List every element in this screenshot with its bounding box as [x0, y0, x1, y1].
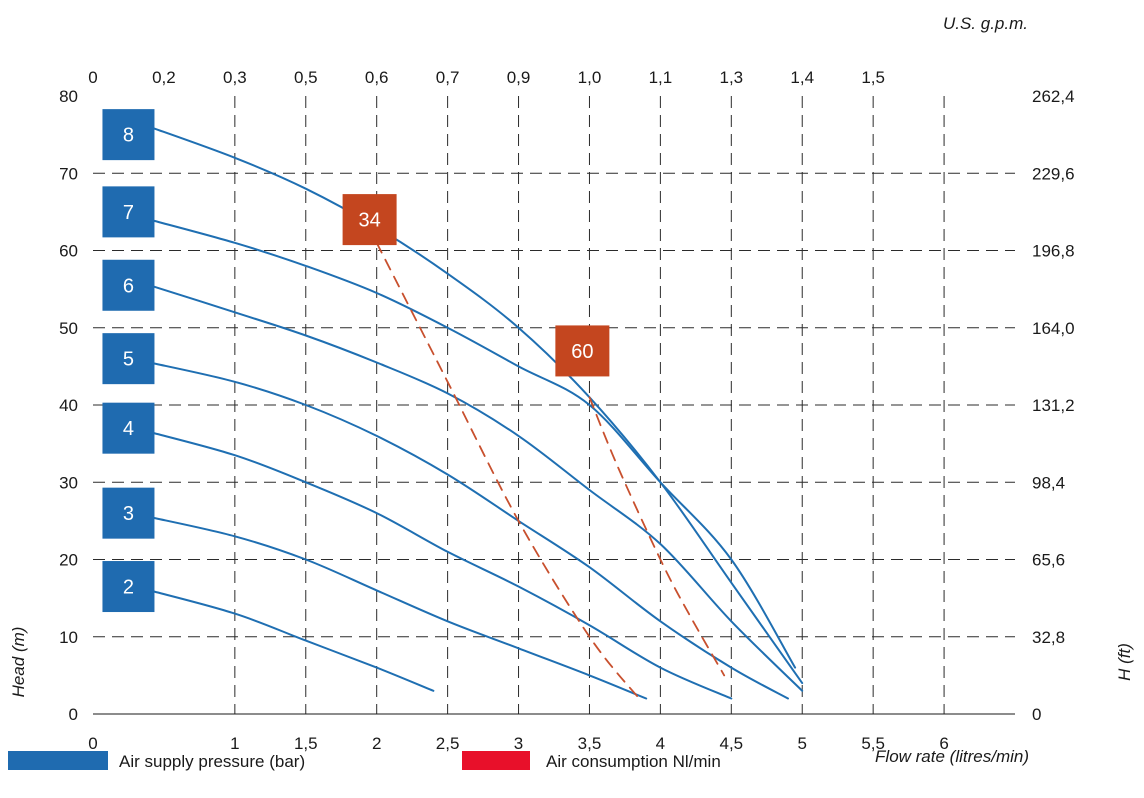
x-top-tick-label: 0,9	[507, 68, 531, 87]
pressure-label-8: 8	[123, 125, 134, 147]
bottom-axis-title: Flow rate (litres/min)	[875, 747, 1029, 766]
x-tick-label: 0	[88, 734, 97, 753]
pressure-label-2: 2	[123, 577, 134, 599]
x-tick-label: 1	[230, 734, 239, 753]
air-pressure-curve-4	[148, 431, 733, 700]
y-right-tick-label: 65,6	[1032, 551, 1065, 570]
left-axis-title: Head (m)	[9, 627, 28, 698]
top-axis-title: U.S. g.p.m.	[943, 14, 1028, 33]
x-top-tick-label: 0,2	[152, 68, 176, 87]
y-tick-label: 20	[59, 551, 78, 570]
y-tick-label: 80	[59, 87, 78, 106]
x-top-tick-label: 0,7	[436, 68, 460, 87]
top-axis-ticks: 0 0,2 0,3 0,5 0,6 0,7 0,9 1,0 1,1 1,3 1,4 1,5	[88, 68, 885, 87]
x-tick-label: 6	[939, 734, 948, 753]
pressure-label-box-8	[102, 109, 155, 161]
x-top-tick-label: 0,5	[294, 68, 318, 87]
legend-label-air-consumption: Air consumption Nl/min	[546, 752, 721, 771]
pressure-label-box-4	[102, 402, 155, 454]
legend: Air supply pressure (bar) Air consumptio…	[8, 751, 721, 771]
x-tick-label: 5	[797, 734, 806, 753]
y-tick-label: 40	[59, 396, 78, 415]
pressure-label-5: 5	[123, 349, 134, 371]
x-top-tick-label: 0,3	[223, 68, 247, 87]
x-top-tick-label: 1,4	[790, 68, 814, 87]
air-pressure-curve-8	[148, 125, 804, 685]
y-right-tick-label: 229,6	[1032, 164, 1075, 183]
consumption-label-34: 34	[358, 210, 380, 232]
right-axis-ticks: 0 32,8 65,6 98,4 131,2 164,0 196,8 229,6 262,4	[1032, 87, 1075, 724]
air-pressure-curve-2	[148, 589, 435, 692]
curve-labels: 8 7 6 5 4 3 2 34 60	[102, 109, 610, 613]
air-pressure-curve-7	[148, 218, 797, 669]
x-top-tick-label: 0	[88, 68, 97, 87]
right-axis-title: H (ft)	[1115, 643, 1134, 681]
y-tick-label: 30	[59, 473, 78, 492]
y-right-tick-label: 98,4	[1032, 473, 1065, 492]
pressure-label-6: 6	[123, 275, 134, 297]
left-axis-ticks: 0 10 20 30 40 50 60 70 80	[59, 87, 78, 724]
y-right-tick-label: 32,8	[1032, 628, 1065, 647]
x-tick-label: 4,5	[719, 734, 743, 753]
legend-swatch-air-consumption	[462, 751, 530, 770]
x-tick-label: 5,5	[861, 734, 885, 753]
pressure-label-4: 4	[123, 418, 134, 440]
y-tick-label: 60	[59, 242, 78, 261]
x-tick-label: 4	[656, 734, 665, 753]
x-tick-label: 3	[514, 734, 523, 753]
air-pressure-curve-6	[148, 284, 804, 692]
legend-swatch-air-supply-pressure	[8, 751, 108, 770]
y-right-tick-label: 0	[1032, 705, 1041, 724]
pressure-label-3: 3	[123, 503, 134, 525]
x-top-tick-label: 1,3	[719, 68, 743, 87]
consumption-label-box-34	[342, 194, 397, 246]
x-tick-label: 3,5	[578, 734, 602, 753]
series-layer	[148, 125, 804, 700]
pressure-label-box-7	[102, 186, 155, 238]
air-pressure-curve-5	[148, 361, 789, 700]
grid-lines	[93, 96, 1015, 714]
legend-label-air-supply-pressure: Air supply pressure (bar)	[119, 752, 305, 771]
y-tick-label: 70	[59, 164, 78, 183]
air-consumption-curve-34	[375, 241, 640, 700]
x-tick-label: 2	[372, 734, 381, 753]
pressure-label-box-6	[102, 259, 155, 311]
pressure-label-box-2	[102, 561, 155, 613]
consumption-label-60: 60	[571, 341, 593, 363]
y-tick-label: 50	[59, 319, 78, 338]
pressure-label-box-3	[102, 487, 155, 539]
y-right-tick-label: 262,4	[1032, 87, 1075, 106]
x-tick-label: 2,5	[436, 734, 460, 753]
x-tick-label: 1,5	[294, 734, 318, 753]
air-consumption-curve-60	[588, 396, 726, 677]
y-right-tick-label: 164,0	[1032, 319, 1075, 338]
y-tick-label: 0	[69, 705, 78, 724]
x-top-tick-label: 0,6	[365, 68, 389, 87]
pressure-label-7: 7	[123, 202, 134, 224]
y-right-tick-label: 131,2	[1032, 396, 1075, 415]
y-right-tick-label: 196,8	[1032, 242, 1075, 261]
consumption-label-box-60	[555, 325, 610, 377]
y-tick-label: 10	[59, 628, 78, 647]
pressure-label-box-5	[102, 333, 155, 385]
air-pressure-curve-3	[148, 516, 648, 700]
x-top-tick-label: 1,1	[649, 68, 673, 87]
bottom-axis-ticks: 0 1 1,5 2 2,5 3 3,5 4 4,5 5 5,5 6	[88, 734, 949, 753]
x-top-tick-label: 1,0	[578, 68, 602, 87]
x-top-tick-label: 1,5	[861, 68, 885, 87]
